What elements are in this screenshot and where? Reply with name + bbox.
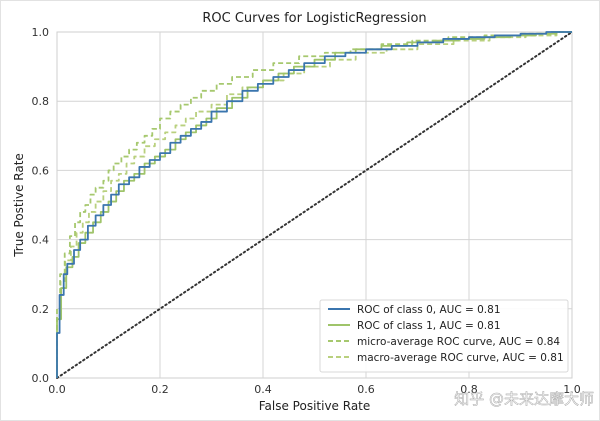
legend-label-2: micro-average ROC curve, AUC = 0.84 xyxy=(357,336,560,348)
x-tick-label: 0.6 xyxy=(357,383,375,396)
x-tick-label: 1.0 xyxy=(563,383,581,396)
legend-box xyxy=(319,299,569,373)
legend-label-3: macro-average ROC curve, AUC = 0.81 xyxy=(357,352,564,364)
x-tick-label: 0.8 xyxy=(460,383,478,396)
y-tick-label: 0.0 xyxy=(32,372,50,385)
series-lines xyxy=(56,31,572,378)
chance-diagonal-line xyxy=(56,31,573,379)
y-tick-label: 0.6 xyxy=(32,164,50,177)
legend: ROC of class 0, AUC = 0.81 ROC of class 1… xyxy=(319,299,569,373)
x-axis-label: False Positive Rate xyxy=(259,399,371,413)
tick-labels: 0.00.0 0.2 0.2 0.4 0.4 0.6 0.6 0.8 0.8 1.0 1.0 xyxy=(32,26,581,396)
y-tick-label: 0.2 xyxy=(32,303,50,316)
chance-line-group xyxy=(56,31,573,379)
chart-title: ROC Curves for LogisticRegression xyxy=(202,11,426,26)
roc-series-line-0 xyxy=(56,31,572,378)
watermark: 知乎 @未来达摩大师 xyxy=(454,390,594,408)
legend-label-1: ROC of class 1, AUC = 0.81 xyxy=(357,320,501,332)
y-tick-label: 0.4 xyxy=(32,234,50,247)
roc-series-line-2 xyxy=(56,31,572,378)
y-axis-label: True Postive Rate xyxy=(12,153,26,258)
x-tick-label: 0.2 xyxy=(151,383,169,396)
y-tick-label: 1.0 xyxy=(32,26,50,39)
legend-label-0: ROC of class 0, AUC = 0.81 xyxy=(357,304,501,316)
y-tick-label: 0.8 xyxy=(32,95,50,108)
x-tick-label: 0.4 xyxy=(254,383,272,396)
x-tick-label: 0.0 xyxy=(48,383,66,396)
